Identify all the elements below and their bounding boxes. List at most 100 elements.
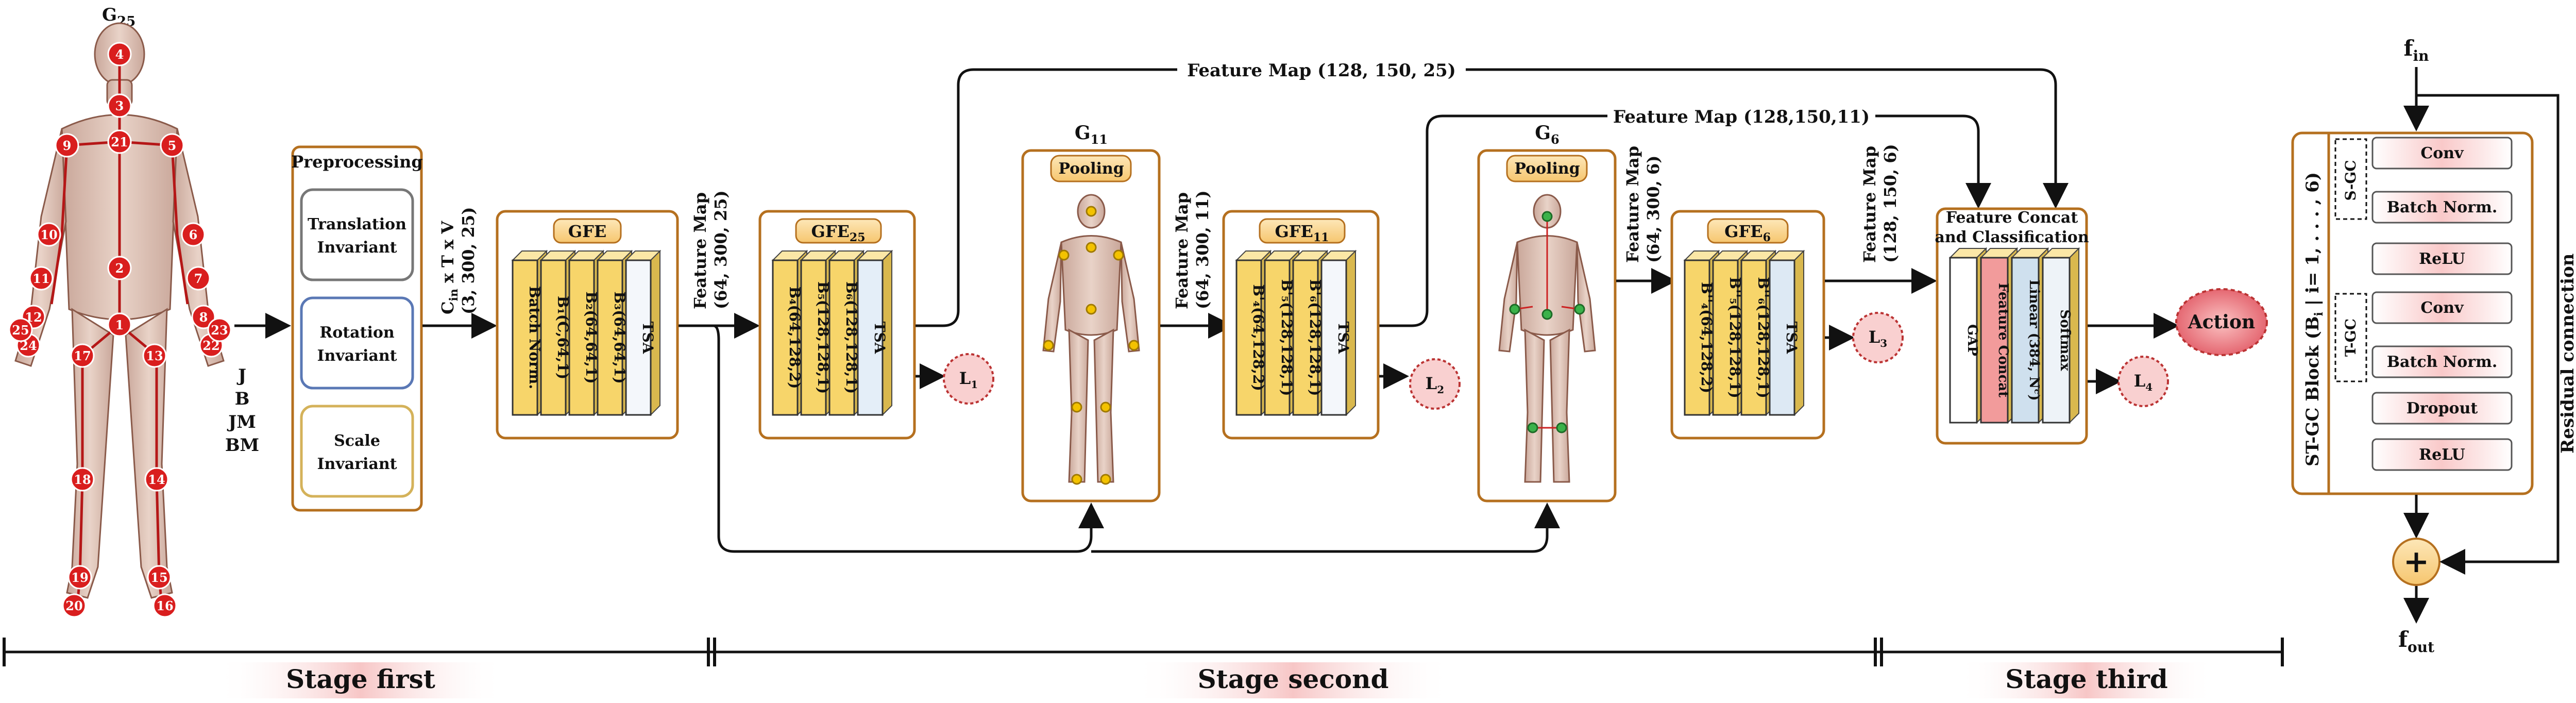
stgc-layer-4: Batch Norm.: [2371, 345, 2513, 378]
feature-map-label-4: Feature Map (128, 150, 6): [1860, 144, 1900, 263]
input-label-bm: BM: [225, 435, 259, 456]
svg-text:Softmax: Softmax: [2057, 309, 2073, 371]
pool11-title: Pooling: [1058, 160, 1124, 178]
svg-text:20: 20: [65, 598, 82, 613]
rotation-invariant-box: Rotation Invariant: [300, 296, 414, 390]
human-skeleton-figure: G25 123456789101112131415161718192021222…: [8, 5, 291, 618]
translation-label-2: Invariant: [317, 239, 397, 257]
joint-17: 17: [70, 343, 95, 368]
svg-text:Feature Map: Feature Map: [1172, 192, 1192, 309]
joint-3: 3: [107, 93, 132, 118]
svg-text:+: +: [2403, 544, 2429, 580]
gfe11-layers-layer-3: TSA: [1320, 249, 1357, 416]
joint-8: 8: [191, 305, 216, 329]
svg-text:23: 23: [211, 323, 228, 338]
svg-text:Feature Map: Feature Map: [1623, 146, 1642, 263]
pooling-g6-block: G6 Pooling: [1477, 122, 1617, 503]
action-output: Action: [2175, 288, 2268, 356]
stgc-layer-6: ReLU: [2371, 438, 2513, 471]
svg-text:21: 21: [111, 135, 128, 149]
loss-l1: L1: [943, 353, 994, 405]
s-gc-label: S-GC: [2342, 160, 2359, 200]
g6-label: G6: [1535, 122, 1559, 147]
svg-text:2: 2: [115, 261, 124, 276]
scale-label-1: Scale: [334, 432, 380, 450]
joint-23: 23: [207, 317, 232, 342]
joint-6: 6: [181, 222, 206, 247]
svg-text:9: 9: [63, 138, 72, 153]
residual-connection-label: Residual connection: [2557, 254, 2576, 454]
f-in-label: fin: [2403, 36, 2429, 64]
pooled-figure-g11: [1042, 194, 1140, 485]
preprocessing-title: Preprocessing: [291, 152, 423, 172]
svg-text:ReLU: ReLU: [2419, 446, 2465, 464]
joint-5: 5: [160, 133, 184, 158]
feature-concat-classification-block: Feature Concat and Classification GAP Fea…: [1935, 207, 2089, 445]
gfe25-title: GFE25: [811, 222, 865, 244]
svg-text:TSA: TSA: [1783, 322, 1800, 355]
svg-text:TSA: TSA: [639, 322, 656, 355]
stgc-layer-1: Batch Norm.: [2371, 191, 2513, 224]
svg-text:17: 17: [74, 348, 91, 363]
g11-label: G11: [1075, 122, 1108, 147]
pooled-figure-g6: [1498, 194, 1596, 483]
svg-text:L1: L1: [959, 369, 978, 391]
gfe6-layer-stack: B''₄(64,128,2) B''₅(128,128,1) B''₆(128,12…: [1683, 249, 1805, 416]
svg-text:14: 14: [148, 472, 165, 487]
loss-l3: L3: [1852, 312, 1904, 363]
gfe25-layer-stack: B₄(64,128,2) B₅(128,128,1) B₆(128,128,1) TS…: [771, 249, 893, 416]
svg-text:10: 10: [40, 227, 57, 242]
joint-11: 11: [29, 266, 54, 291]
svg-text:L2: L2: [1426, 374, 1444, 396]
stage-third-label: Stage third: [2005, 664, 2168, 694]
feature-map-label-3: Feature Map (64, 300, 6): [1623, 146, 1663, 263]
scale-invariant-box: Scale Invariant: [300, 405, 414, 498]
joint-25: 25: [8, 317, 33, 342]
svg-text:25: 25: [12, 323, 29, 338]
joint-20: 20: [62, 593, 87, 618]
svg-text:13: 13: [146, 348, 163, 363]
svg-text:7: 7: [194, 271, 203, 286]
svg-text:ReLU: ReLU: [2419, 250, 2465, 268]
joint-18: 18: [70, 467, 95, 492]
gfe-layer-stack: Batch Norm. B₁(C,64,1) B₂(64,64,1) B₃(64,64…: [511, 249, 662, 416]
joint-7: 7: [186, 266, 211, 291]
input-label-j: J: [236, 365, 246, 386]
svg-text:(3, 300, 25): (3, 300, 25): [459, 207, 478, 314]
svg-text:1: 1: [115, 317, 124, 332]
input-label-b: B: [235, 389, 250, 409]
gfe6-layers-layer-3: TSA: [1768, 249, 1805, 416]
svg-text:15: 15: [150, 570, 167, 585]
joint-13: 13: [142, 343, 167, 368]
concat-layers-layer-1: Feature Concat: [1979, 247, 2019, 424]
feature-map-25-label: Feature Map (128, 150, 25): [1187, 60, 1456, 81]
svg-text:GAP: GAP: [1964, 324, 1980, 356]
svg-text:TSA: TSA: [871, 322, 888, 355]
translation-invariant-box: Translation Invariant: [300, 188, 414, 281]
gfe25-block: GFE25 B₄(64,128,2) B₅(128,128,1) B₆(128,12…: [758, 210, 916, 440]
gfe-layers-layer-4: TSA: [624, 249, 662, 416]
stgc-layer-5: Dropout: [2371, 392, 2513, 425]
feature-map-label-2: Feature Map (64, 300, 11): [1172, 190, 1212, 309]
svg-text:19: 19: [71, 570, 88, 585]
f-out-label: fout: [2398, 627, 2434, 656]
st-gc-block: fin ST-GC Block (Bi | i= 1, . . . , 6) S…: [2291, 36, 2576, 656]
joint-19: 19: [67, 565, 92, 590]
svg-text:Batch Norm.: Batch Norm.: [2387, 198, 2498, 216]
svg-text:11: 11: [32, 271, 49, 286]
joint-1: 1: [107, 312, 132, 337]
joint-4: 4: [107, 42, 132, 66]
svg-text:(128, 150, 6): (128, 150, 6): [1880, 144, 1900, 263]
gfe11-title: GFE11: [1275, 222, 1329, 244]
gfe11-block: GFE11 B'₄(64,128,2) B'₅(128,128,1) B'₆(128…: [1222, 210, 1380, 440]
stgc-layer-0: Conv: [2371, 137, 2513, 170]
svg-text:(64, 300, 11): (64, 300, 11): [1193, 190, 1212, 309]
scale-label-2: Invariant: [317, 455, 397, 473]
t-gc-label: T-GC: [2342, 319, 2359, 357]
gfe-block: GFE Batch Norm. B₁(C,64,1) B₂(64,64,1) B₃(6…: [496, 210, 679, 440]
loss-l4: L4: [2117, 356, 2169, 407]
svg-text:16: 16: [156, 598, 173, 613]
joint-9: 9: [55, 133, 79, 158]
pool6-title: Pooling: [1514, 160, 1580, 178]
